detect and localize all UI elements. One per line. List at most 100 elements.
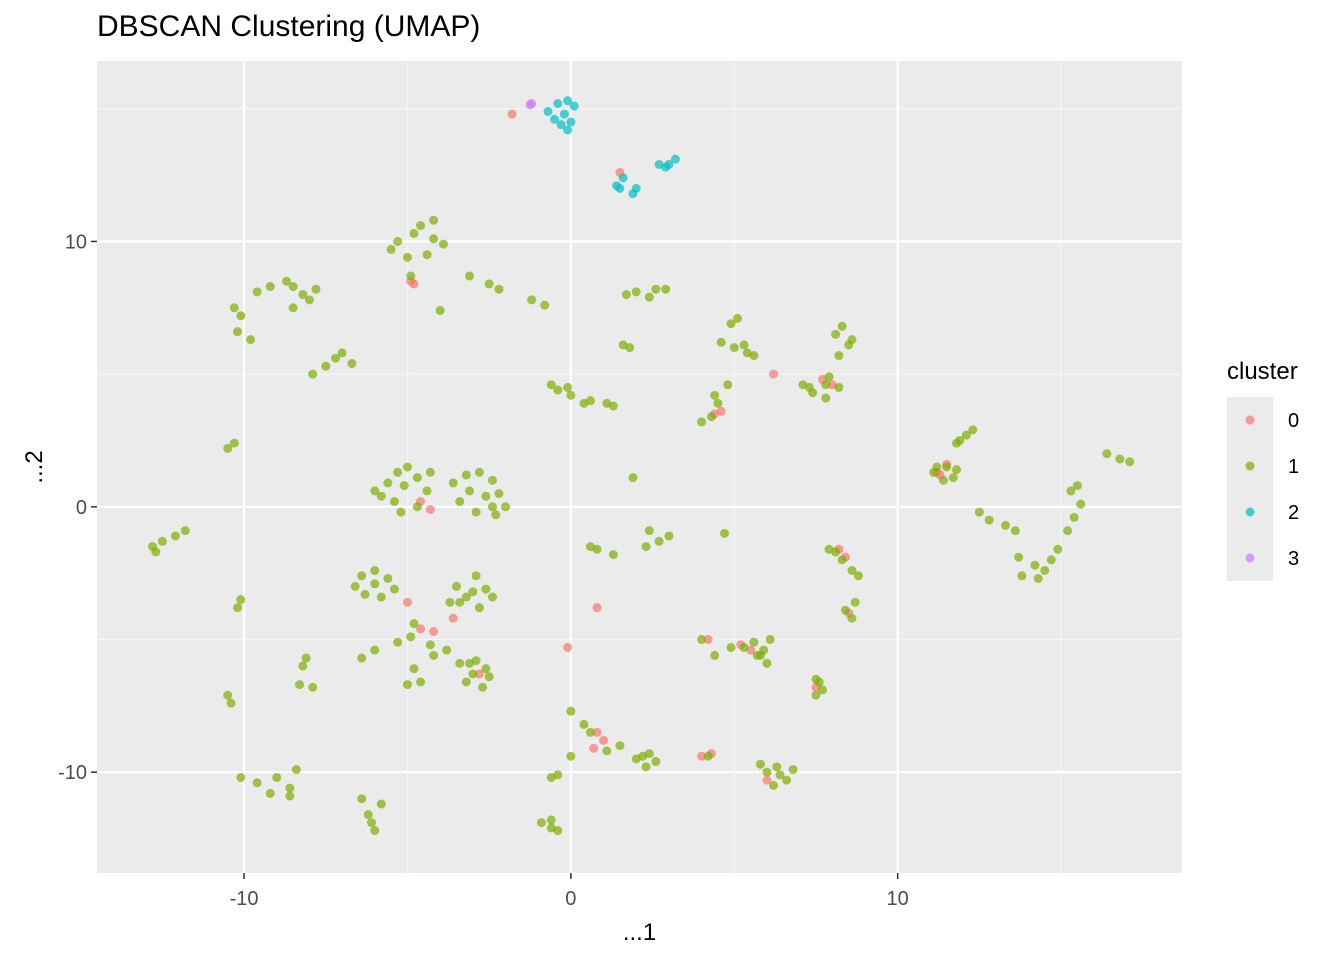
data-point [749, 637, 759, 647]
data-point [455, 496, 465, 506]
data-point [592, 603, 602, 613]
data-point [772, 762, 782, 772]
data-point [412, 502, 422, 512]
data-point [370, 486, 380, 496]
data-point [236, 311, 246, 321]
data-point [759, 645, 769, 655]
data-point [814, 677, 824, 687]
data-point [661, 284, 671, 294]
data-point [710, 390, 720, 400]
data-point [288, 303, 298, 313]
data-point [468, 587, 478, 597]
chart-title: DBSCAN Clustering (UMAP) [97, 10, 481, 43]
data-point [739, 642, 749, 652]
data-point [402, 462, 412, 472]
data-point [507, 109, 517, 119]
x-axis-ticks: -10 0 10 [230, 873, 909, 910]
data-point [837, 555, 847, 565]
data-point [768, 369, 778, 379]
data-point [654, 536, 664, 546]
data-point [481, 491, 491, 501]
data-point [487, 592, 497, 602]
data-point [1072, 481, 1082, 491]
data-point [357, 794, 367, 804]
data-point [952, 465, 962, 475]
data-point [491, 510, 501, 520]
data-point [321, 361, 331, 371]
data-point [641, 762, 651, 772]
data-point [749, 351, 759, 361]
data-point [726, 319, 736, 329]
data-point [631, 287, 641, 297]
data-point [1030, 560, 1040, 570]
x-axis-title: ...1 [623, 919, 656, 946]
data-point [376, 491, 386, 501]
data-point [438, 239, 448, 249]
data-point [376, 592, 386, 602]
data-point [487, 502, 497, 512]
data-point [729, 343, 739, 353]
data-point [282, 276, 292, 286]
data-point [455, 658, 465, 668]
data-point [478, 682, 488, 692]
data-point [311, 284, 321, 294]
data-point [429, 215, 439, 225]
data-point [448, 478, 458, 488]
data-point [416, 624, 426, 634]
data-point [615, 183, 625, 193]
data-point [455, 597, 465, 607]
data-point [527, 295, 537, 305]
data-point [301, 653, 311, 663]
data-point [831, 547, 841, 557]
data-point [697, 751, 707, 761]
x-tick-label: 0 [565, 888, 576, 910]
data-point [566, 706, 576, 716]
data-point [308, 369, 318, 379]
data-point [494, 489, 504, 499]
data-point [651, 284, 661, 294]
data-point [416, 221, 426, 231]
data-point [474, 603, 484, 613]
data-point [553, 385, 563, 395]
data-point [566, 751, 576, 761]
data-point [151, 547, 161, 557]
data-point [409, 279, 419, 289]
data-point [298, 290, 308, 300]
data-point [559, 109, 569, 119]
data-point [484, 672, 494, 682]
data-point [471, 656, 481, 666]
data-point [563, 382, 573, 392]
data-point [641, 542, 651, 552]
data-point [1010, 526, 1020, 536]
data-point [246, 335, 256, 345]
data-point [308, 682, 318, 692]
data-point [501, 502, 511, 512]
data-point [465, 271, 475, 281]
data-point [1063, 526, 1073, 536]
data-point [370, 565, 380, 575]
data-point [942, 462, 952, 472]
legend-label-1: 1 [1288, 456, 1299, 478]
data-point [556, 120, 566, 130]
data-point [1069, 512, 1079, 522]
data-point [396, 507, 406, 517]
data-point [840, 605, 850, 615]
data-point [402, 597, 412, 607]
data-point [961, 430, 971, 440]
data-point [389, 496, 399, 506]
data-point [837, 321, 847, 331]
data-point [386, 244, 396, 254]
data-point [360, 589, 370, 599]
data-point [357, 571, 367, 581]
data-point [1115, 454, 1125, 464]
data-point [481, 664, 491, 674]
data-point [285, 783, 295, 793]
data-point [233, 327, 243, 337]
data-point [1102, 449, 1112, 459]
legend-key-0 [1245, 415, 1255, 425]
x-tick-label: -10 [230, 888, 259, 910]
data-point [739, 340, 749, 350]
data-point [563, 96, 573, 106]
data-point [370, 645, 380, 655]
